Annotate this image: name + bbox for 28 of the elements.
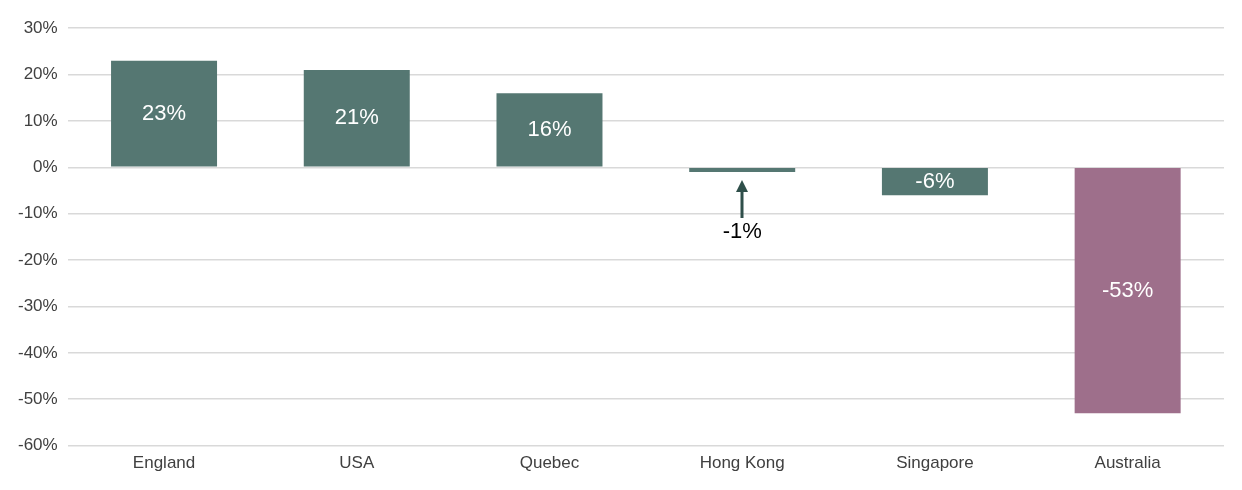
bar bbox=[111, 60, 218, 167]
y-tick-label: -60% bbox=[18, 435, 58, 455]
data-label: 23% bbox=[142, 99, 187, 125]
bar bbox=[1074, 168, 1181, 414]
data-label: -53% bbox=[1101, 276, 1154, 302]
y-tick-label: -10% bbox=[18, 203, 58, 223]
x-tick-label: England bbox=[132, 453, 196, 473]
bar bbox=[689, 168, 796, 172]
x-tick-label: Quebec bbox=[519, 453, 580, 473]
bar bbox=[496, 93, 603, 167]
y-tick-label: -30% bbox=[18, 296, 58, 316]
y-tick-label: 10% bbox=[23, 110, 58, 130]
y-tick-label: 30% bbox=[23, 17, 58, 37]
bar bbox=[303, 69, 410, 167]
data-label: 16% bbox=[527, 115, 572, 141]
y-tick-label: -50% bbox=[18, 388, 58, 408]
data-label: -6% bbox=[915, 167, 955, 193]
y-tick-label: -40% bbox=[18, 342, 58, 362]
bar bbox=[881, 168, 988, 196]
x-tick-label: Hong Kong bbox=[699, 453, 785, 473]
x-tick-label: Australia bbox=[1094, 453, 1162, 473]
x-tick-label: USA bbox=[339, 453, 375, 473]
data-label: -1% bbox=[722, 218, 762, 244]
y-tick-label: -20% bbox=[18, 249, 58, 269]
y-tick-label: 0% bbox=[33, 157, 58, 177]
data-label: 21% bbox=[334, 104, 379, 130]
x-tick-label: Singapore bbox=[896, 453, 974, 473]
y-tick-label: 20% bbox=[23, 64, 58, 84]
